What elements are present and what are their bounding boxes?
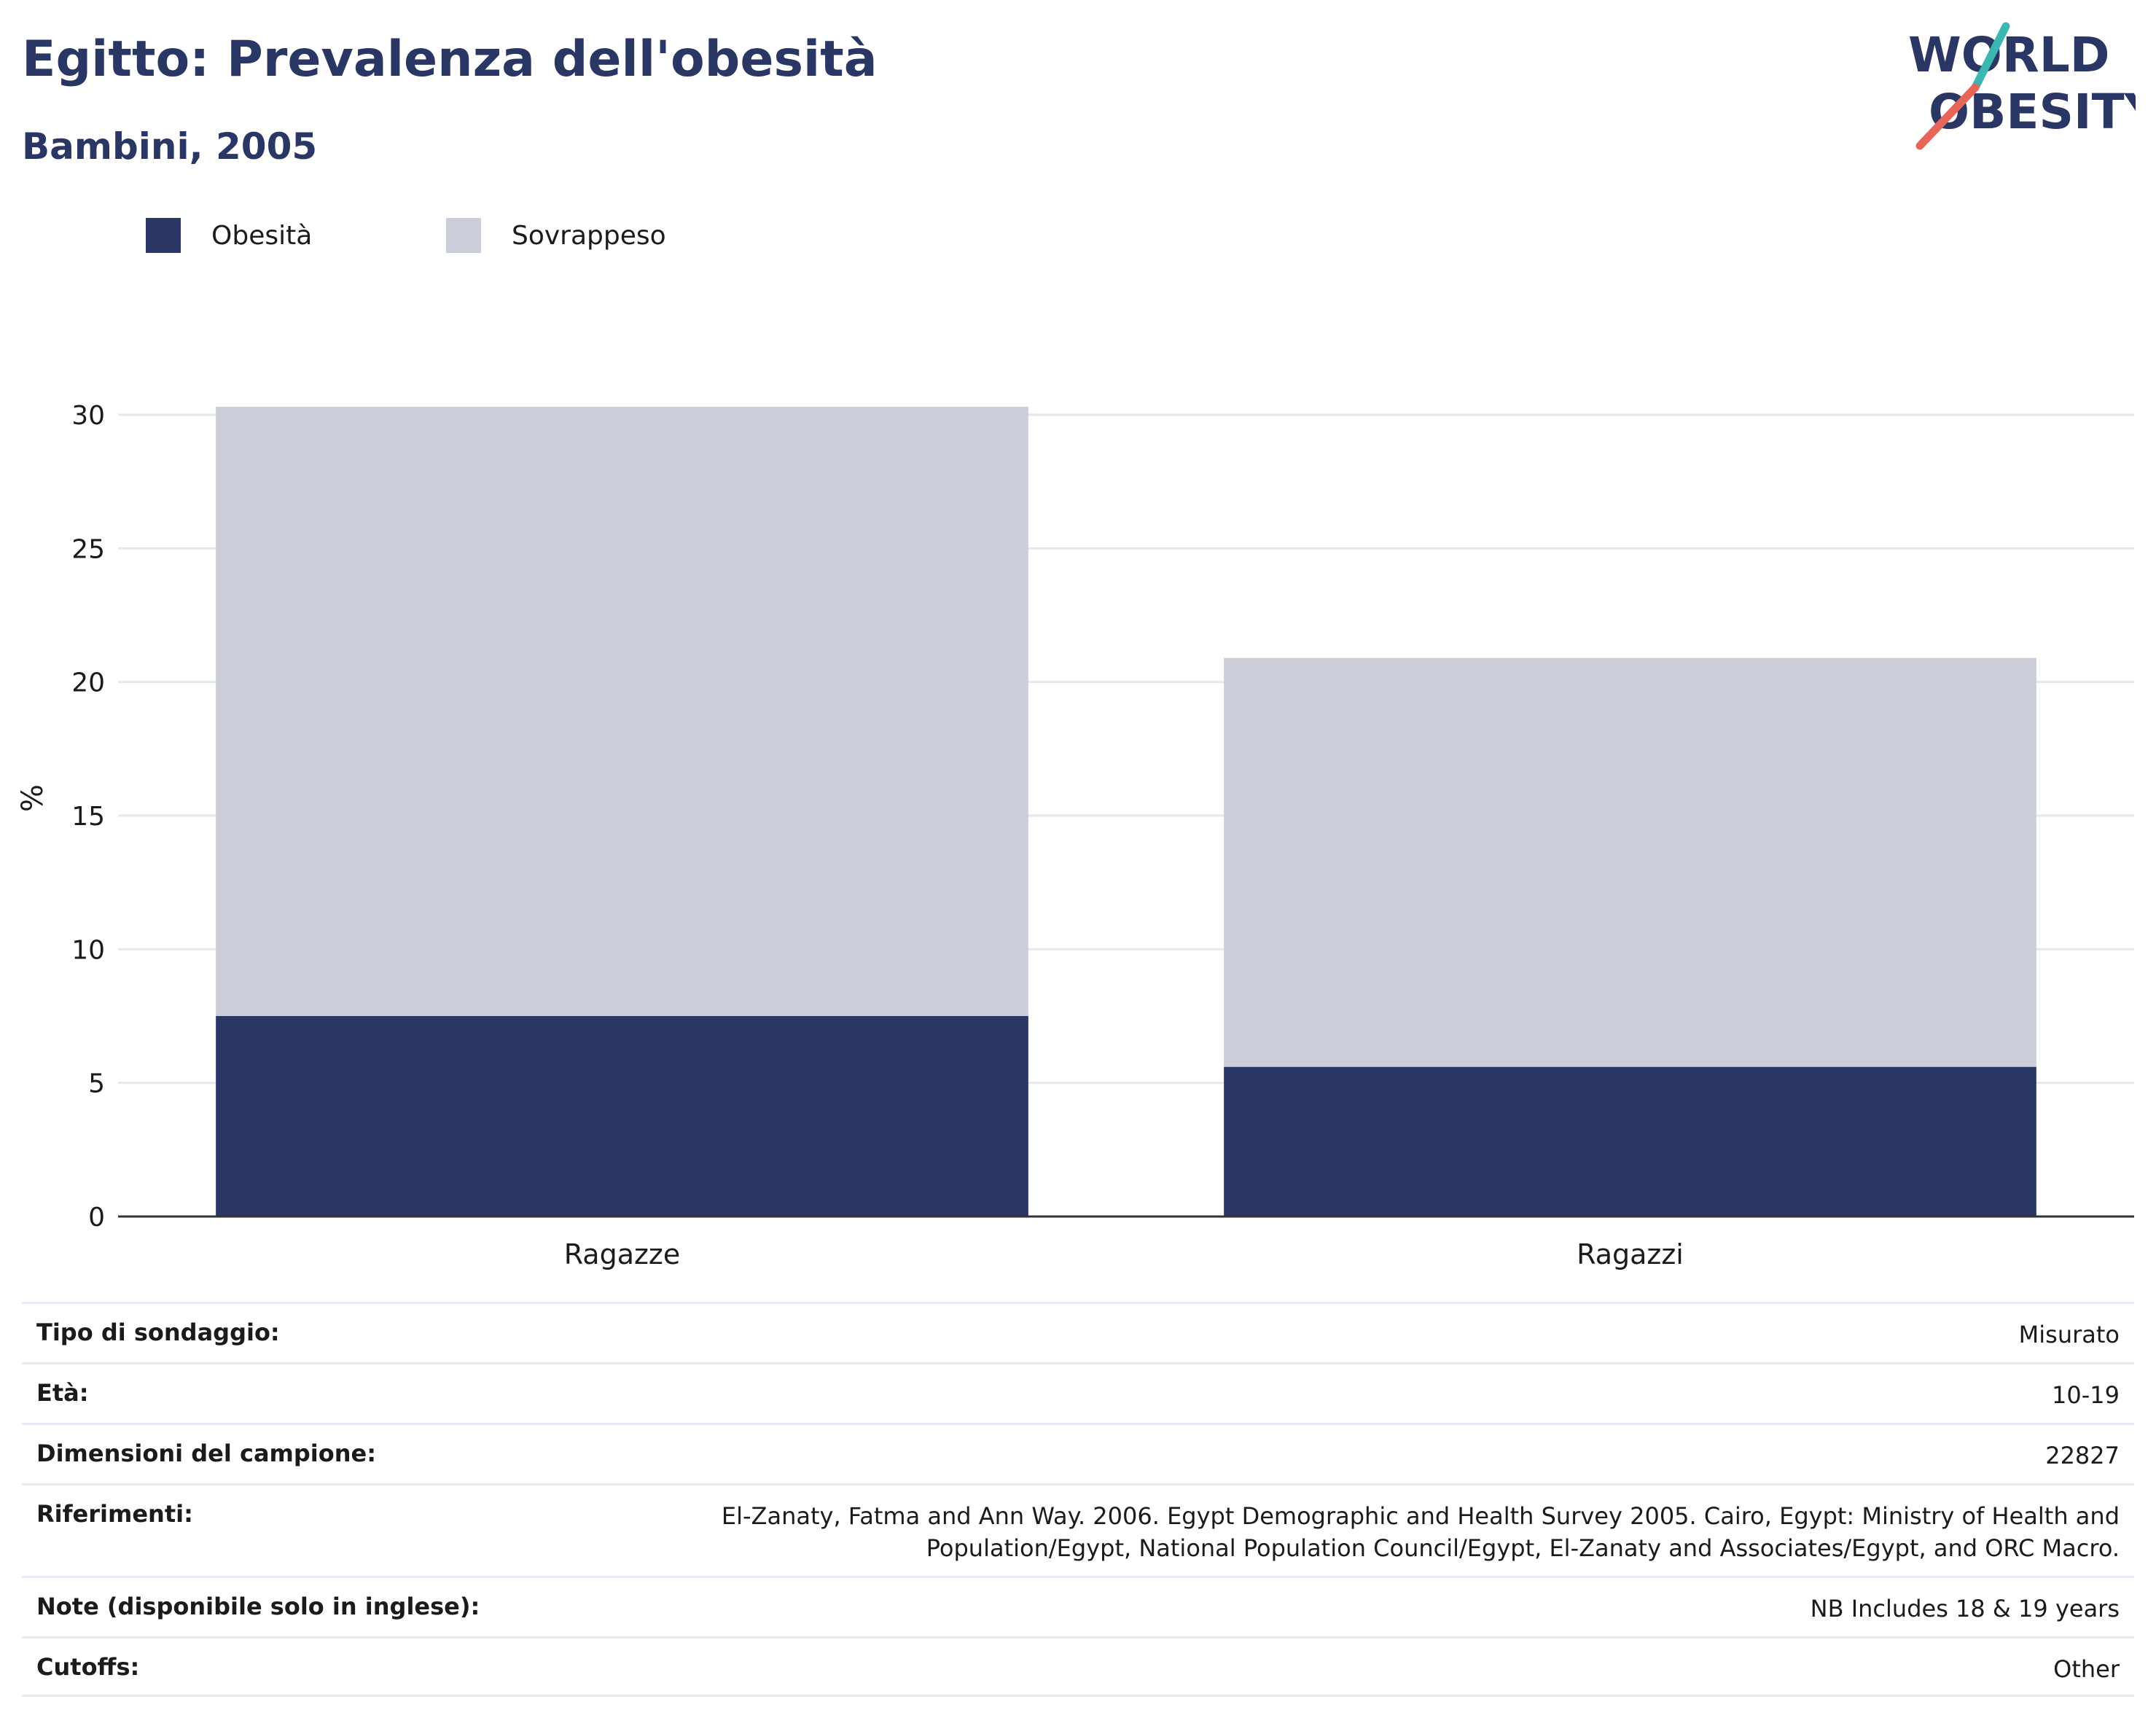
metadata-value: El-Zanaty, Fatma and Ann Way. 2006. Egyp… bbox=[721, 1502, 2120, 1562]
legend-swatch-overweight bbox=[446, 218, 481, 253]
y-tick-label: 30 bbox=[71, 401, 105, 431]
metadata-value: 10-19 bbox=[2052, 1381, 2120, 1409]
y-tick-label: 25 bbox=[71, 534, 105, 564]
axes: 0 5 10 15 20 25 30 Ragazze Ragazzi bbox=[71, 401, 2134, 1270]
metadata-key: Note (disponibile solo in inglese): bbox=[36, 1593, 480, 1620]
world-obesity-logo: WORLD OBESITY bbox=[1908, 22, 2136, 150]
metadata-row-cutoffs: Cutoffs: Other bbox=[22, 1636, 2134, 1697]
legend-item-overweight: Sovrappeso bbox=[446, 217, 666, 254]
metadata-row-survey-type: Tipo di sondaggio: Misurato bbox=[22, 1302, 2134, 1362]
metadata-value: 22827 bbox=[2045, 1442, 2120, 1469]
metadata-row-sample-size: Dimensioni del campione: 22827 bbox=[22, 1423, 2134, 1483]
metadata-key: Cutoffs: bbox=[36, 1653, 140, 1681]
metadata-key: Tipo di sondaggio: bbox=[36, 1319, 280, 1346]
page-title: Egitto: Prevalenza dell'obesità bbox=[22, 31, 878, 88]
bar-obesit--ragazze bbox=[216, 1016, 1028, 1216]
metadata-key: Riferimenti: bbox=[36, 1500, 193, 1528]
metadata-value: Other bbox=[2053, 1655, 2120, 1683]
y-tick-label: 0 bbox=[88, 1203, 105, 1233]
metadata-table: Tipo di sondaggio: Misurato Età: 10-19 D… bbox=[22, 1302, 2134, 1697]
metadata-row-age: Età: 10-19 bbox=[22, 1362, 2134, 1423]
legend-swatch-obesity bbox=[146, 218, 181, 253]
page-subtitle: Bambini, 2005 bbox=[22, 125, 318, 168]
y-tick-label: 20 bbox=[71, 668, 105, 698]
bar-chart: 0 5 10 15 20 25 30 Ragazze Ragazzi % bbox=[16, 401, 2134, 1270]
x-category-label: Ragazze bbox=[564, 1238, 681, 1270]
y-tick-label: 10 bbox=[71, 935, 105, 965]
y-axis-title: % bbox=[16, 784, 50, 812]
logo-coral-slash bbox=[1915, 83, 1980, 150]
legend-label-obesity: Obesità bbox=[211, 220, 313, 251]
bar-sovrappeso-ragazze bbox=[216, 407, 1028, 1016]
logo-line1: WORLD bbox=[1908, 27, 2110, 83]
y-tick-label: 15 bbox=[71, 802, 105, 832]
bars bbox=[216, 407, 2036, 1216]
legend-item-obesity: Obesità bbox=[146, 217, 312, 254]
logo-teal-slash bbox=[1971, 22, 2010, 92]
bar-sovrappeso-ragazzi bbox=[1224, 657, 2036, 1067]
metadata-key: Età: bbox=[36, 1379, 89, 1407]
logo-line2: OBESITY bbox=[1929, 84, 2136, 140]
metadata-key: Dimensioni del campione: bbox=[36, 1440, 377, 1467]
y-tick-label: 5 bbox=[88, 1069, 105, 1099]
x-category-label: Ragazzi bbox=[1577, 1238, 1684, 1270]
metadata-row-notes: Note (disponibile solo in inglese): NB I… bbox=[22, 1576, 2134, 1636]
metadata-row-references: Riferimenti: El-Zanaty, Fatma and Ann Wa… bbox=[22, 1483, 2134, 1576]
metadata-value: Misurato bbox=[2018, 1321, 2120, 1348]
metadata-value: NB Includes 18 & 19 years bbox=[1810, 1595, 2120, 1622]
bar-obesit--ragazzi bbox=[1224, 1066, 2036, 1216]
legend-label-overweight: Sovrappeso bbox=[512, 220, 666, 251]
